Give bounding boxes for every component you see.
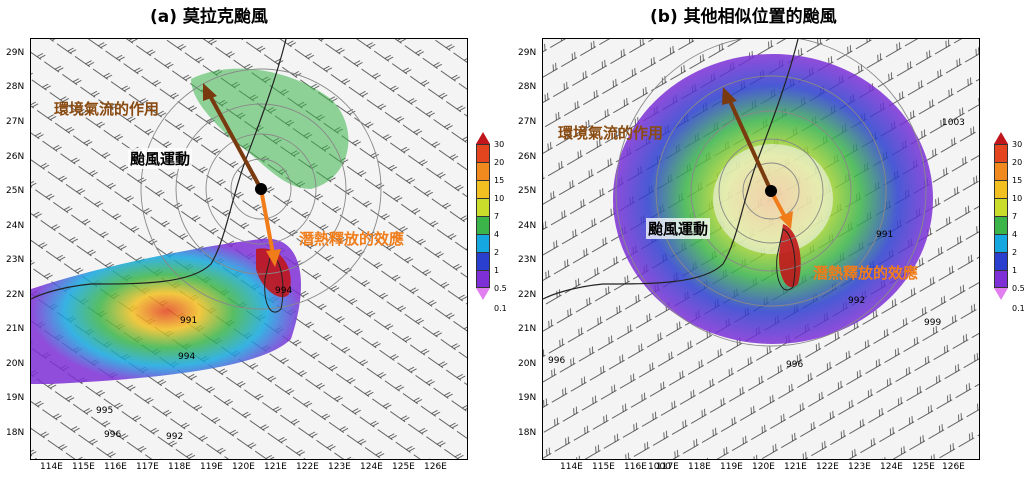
contour-label: 1000 <box>648 462 671 472</box>
lat-label: 28N <box>6 82 25 92</box>
lat-label: 21N <box>518 324 537 334</box>
lon-label: 116E <box>624 462 647 472</box>
lon-label: 118E <box>688 462 711 472</box>
lat-label: 21N <box>6 324 25 334</box>
colorbar-label: 10 <box>1012 194 1023 203</box>
lon-label: 119E <box>720 462 743 472</box>
panel-b-colorbar: 30 20 15 10 7 4 2 1 0.5 0.1 <box>994 132 1024 313</box>
contour-label: 994 <box>275 286 293 296</box>
panel-a-rainband <box>31 238 301 384</box>
lon-label: 114E <box>40 462 63 472</box>
colorbar-label: 0.1 <box>494 304 507 313</box>
lon-label: 124E <box>880 462 903 472</box>
contour-label: 996 <box>104 430 122 440</box>
lon-label: 118E <box>168 462 191 472</box>
lat-label: 18N <box>6 428 25 438</box>
lon-label: 117E <box>656 462 679 472</box>
colorbar-label: 2 <box>494 248 500 257</box>
lat-label: 25N <box>518 186 537 196</box>
colorbar-label: 15 <box>1012 176 1023 185</box>
colorbar-label: 30 <box>494 140 505 149</box>
lon-label: 120E <box>752 462 775 472</box>
lat-label: 20N <box>6 359 25 369</box>
lon-label: 126E <box>942 462 965 472</box>
panel-a-title: (a) 莫拉克颱風 <box>150 7 268 27</box>
panel-b-env-flow-label: 環境氣流的作用 <box>558 124 664 142</box>
lat-label: 19N <box>6 393 25 403</box>
colorbar-label: 20 <box>1012 158 1023 167</box>
colorbar-label: 0.5 <box>1012 284 1024 293</box>
colorbar-label: 20 <box>494 158 505 167</box>
panel-a-latent-label: 潛熱釋放的效應 <box>299 230 405 248</box>
lon-label: 122E <box>816 462 839 472</box>
colorbar-label: 4 <box>1012 230 1018 239</box>
contour-label: 1003 <box>942 118 965 128</box>
panel-a-motion-label: 颱風運動 <box>128 148 193 169</box>
lat-label: 24N <box>518 221 537 231</box>
lat-label: 22N <box>6 290 25 300</box>
panel-a-colorbar: 30 20 15 10 7 4 2 1 0.5 0.1 <box>476 132 507 313</box>
colorbar-label: 0.1 <box>1012 304 1024 313</box>
lon-label: 115E <box>592 462 615 472</box>
lat-label: 28N <box>518 82 537 92</box>
lat-label: 24N <box>6 221 25 231</box>
lat-label: 22N <box>518 290 537 300</box>
lon-label: 116E <box>104 462 127 472</box>
lat-label: 26N <box>518 152 537 162</box>
lon-label: 114E <box>560 462 583 472</box>
lat-label: 29N <box>6 48 25 58</box>
contour-label: 992 <box>166 432 184 442</box>
lat-label: 19N <box>518 393 537 403</box>
contour-label: 999 <box>924 318 942 328</box>
colorbar-label: 4 <box>494 230 500 239</box>
lon-label: 120E <box>232 462 255 472</box>
contour-label: 992 <box>848 296 866 306</box>
lat-label: 25N <box>6 186 25 196</box>
contour-label: 994 <box>178 352 196 362</box>
colorbar-label: 7 <box>494 212 500 221</box>
contour-label: 995 <box>96 406 114 416</box>
lon-label: 125E <box>392 462 415 472</box>
lat-label: 27N <box>6 117 25 127</box>
colorbar-label: 0.5 <box>494 284 507 293</box>
lon-label: 124E <box>360 462 383 472</box>
lat-label: 20N <box>518 359 537 369</box>
colorbar-label: 10 <box>494 194 505 203</box>
panel-b-map <box>542 38 980 460</box>
panel-b-latent-label: 潛熱釋放的效應 <box>813 264 919 282</box>
lat-label: 18N <box>518 428 537 438</box>
contour-label: 991 <box>180 316 198 326</box>
contour-label: 996 <box>548 356 566 366</box>
colorbar-label: 1 <box>494 266 500 275</box>
lon-label: 126E <box>424 462 447 472</box>
lon-label: 121E <box>264 462 287 472</box>
panel-a-env-flow-label: 環境氣流的作用 <box>54 100 160 118</box>
lon-label: 122E <box>296 462 319 472</box>
lon-label: 123E <box>328 462 351 472</box>
panel-a-map-graphic <box>31 39 467 459</box>
lon-label: 125E <box>912 462 935 472</box>
panel-b-title: (b) 其他相似位置的颱風 <box>650 7 837 27</box>
panel-b-motion-label: 颱風運動 <box>646 218 711 239</box>
lat-label: 23N <box>518 255 537 265</box>
lon-label: 123E <box>848 462 871 472</box>
lat-label: 29N <box>518 48 537 58</box>
colorbar-label: 7 <box>1012 212 1018 221</box>
contour-label: 991 <box>876 230 894 240</box>
lat-label: 27N <box>518 117 537 127</box>
lat-label: 26N <box>6 152 25 162</box>
lat-label: 23N <box>6 255 25 265</box>
lon-label: 119E <box>200 462 223 472</box>
lon-label: 115E <box>72 462 95 472</box>
lon-label: 117E <box>136 462 159 472</box>
contour-label: 996 <box>786 360 804 370</box>
panel-b-map-graphic <box>543 39 979 459</box>
panel-a-map <box>30 38 468 460</box>
colorbar-label: 2 <box>1012 248 1018 257</box>
colorbar-label: 1 <box>1012 266 1018 275</box>
colorbar-label: 15 <box>494 176 505 185</box>
colorbar-label: 30 <box>1012 140 1023 149</box>
lon-label: 121E <box>784 462 807 472</box>
